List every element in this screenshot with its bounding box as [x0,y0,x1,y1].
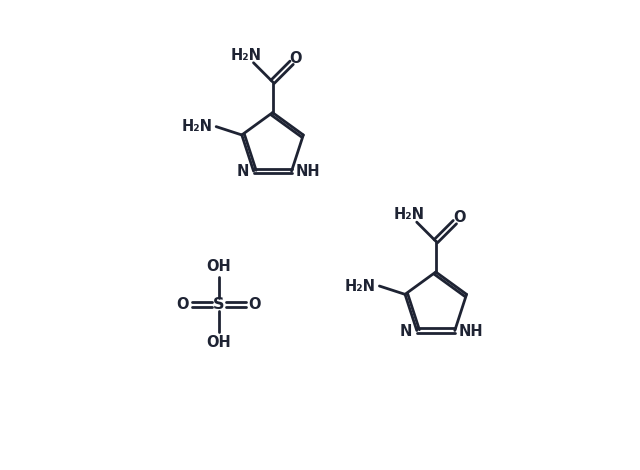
Text: H₂N: H₂N [181,119,212,134]
Text: O: O [453,210,465,225]
Text: H₂N: H₂N [344,279,376,294]
Text: O: O [176,297,189,312]
Text: NH: NH [459,324,483,339]
Text: S: S [213,297,225,312]
Text: NH: NH [296,164,320,180]
Text: N: N [400,324,412,339]
Text: H₂N: H₂N [394,207,424,222]
Text: H₂N: H₂N [230,47,261,63]
Text: OH: OH [206,259,231,274]
Text: O: O [290,51,302,66]
Text: O: O [248,297,261,312]
Text: N: N [237,164,249,180]
Text: OH: OH [206,335,231,350]
